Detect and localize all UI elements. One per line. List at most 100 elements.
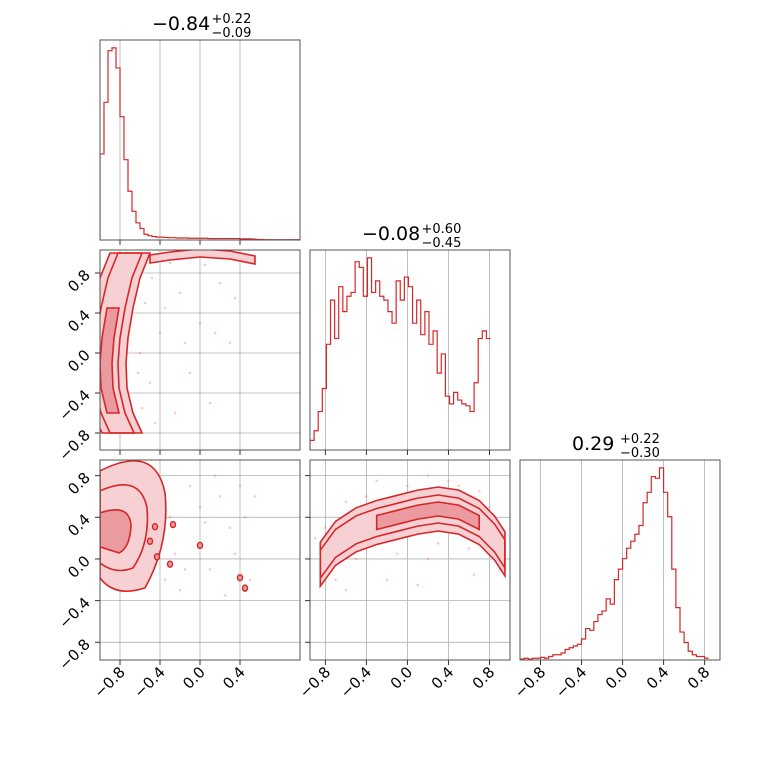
hist-bin: [425, 312, 429, 450]
hist-bin: [392, 323, 396, 450]
hist-bin: [590, 630, 594, 660]
scatter-point: [153, 421, 157, 425]
contour-island: [151, 522, 159, 531]
hist-bin: [372, 292, 376, 450]
hist-bin: [404, 277, 408, 450]
scatter-point: [218, 281, 222, 285]
scatter-point: [344, 500, 348, 503]
hist-bin: [310, 440, 314, 450]
hist-bin: [384, 300, 388, 450]
hist-bin: [363, 296, 367, 450]
x-tick-label: −0.4: [337, 663, 375, 701]
hist-1-step: [100, 47, 300, 240]
hist-bin: [565, 650, 569, 660]
scatter-point: [406, 484, 409, 488]
hist-bin: [643, 503, 647, 660]
y-tick-label: −0.8: [55, 426, 93, 464]
hist-bin: [326, 344, 330, 450]
contour-inner: [375, 501, 480, 531]
scatter-point: [198, 321, 202, 325]
contour-outer: [319, 486, 506, 589]
y-tick-label: −0.4: [55, 594, 93, 632]
hist-bin: [331, 300, 335, 450]
hist-bin: [413, 323, 417, 450]
hist-bin: [482, 331, 486, 450]
scatter-point: [228, 341, 232, 345]
scatter-point: [248, 578, 252, 582]
scatter-point: [334, 578, 337, 582]
hist-bin: [664, 492, 668, 660]
hist-bin: [676, 608, 680, 660]
scatter-point: [203, 263, 207, 267]
hist-bin: [582, 639, 586, 660]
scatter-point: [138, 351, 142, 355]
scatter-point: [253, 495, 257, 498]
hist-3-frame: [519, 459, 721, 661]
scatter-point: [238, 271, 242, 275]
contour-island: [241, 584, 249, 592]
scatter-point: [436, 542, 440, 545]
scatter-point: [136, 371, 140, 375]
y-tick-label: 0.0: [64, 552, 94, 582]
x-tick-label: 0.0: [602, 663, 632, 693]
hist-bin: [602, 611, 606, 660]
scatter-point: [385, 578, 389, 582]
x-tick-label: −0.8: [511, 663, 549, 701]
hist-bin: [486, 339, 490, 450]
hist-bin: [462, 404, 466, 450]
scatter-point: [426, 474, 430, 477]
scatter-point: [243, 515, 247, 519]
hist-bin: [672, 569, 676, 660]
hist-bin: [614, 580, 618, 660]
y-tick-label: 0.0: [64, 346, 94, 376]
scatter-point: [344, 588, 348, 592]
y-tick-label: 0.4: [64, 306, 94, 336]
hist-bin: [359, 267, 363, 450]
hist-bin: [429, 344, 433, 450]
hist-bin: [314, 431, 318, 450]
hist-bin: [655, 478, 659, 660]
contour-island: [169, 520, 177, 529]
scatter-point: [168, 261, 172, 265]
hist-bin: [577, 644, 581, 660]
scatter-point: [477, 489, 481, 493]
hist-bin: [339, 287, 343, 450]
scatter-point: [354, 557, 358, 561]
scatter-point: [313, 536, 317, 540]
hist-bin: [684, 643, 688, 660]
hist-bin: [561, 653, 565, 660]
hist-bin: [594, 622, 598, 660]
hist-bin: [647, 492, 651, 660]
hist-2-frame: [309, 249, 511, 451]
scatter-point: [183, 568, 187, 571]
hist-bin: [437, 373, 441, 450]
hist-2-step: [310, 257, 491, 450]
hist-2-title: −0.08 +0.60−0.45: [362, 222, 461, 251]
hist-bin: [433, 331, 437, 450]
hist-bin: [651, 477, 655, 660]
hist-bin: [380, 296, 384, 450]
scatter-point: [163, 578, 167, 582]
x-tick-label: 0.0: [387, 663, 417, 693]
scatter-point: [395, 552, 399, 556]
hist-bin: [458, 400, 462, 450]
scatter-point: [228, 526, 232, 530]
hist-bin: [445, 396, 449, 450]
hist-bin: [343, 312, 347, 450]
scatter-point: [233, 296, 237, 300]
hist-bin: [474, 383, 478, 450]
hist-bin: [623, 559, 627, 660]
hist-bin: [618, 569, 622, 660]
hist-bin: [668, 517, 672, 660]
hist-bin: [627, 548, 631, 660]
hist-bin: [606, 599, 610, 660]
scatter-point: [426, 557, 430, 561]
hist-bin: [351, 292, 355, 450]
hist-bin: [376, 281, 380, 450]
hist-bin: [322, 389, 326, 450]
hist-bin: [396, 281, 400, 450]
hist-bin: [692, 655, 696, 660]
scatter-point: [208, 568, 212, 571]
hist-bin: [441, 354, 445, 450]
scatter-point: [183, 341, 187, 345]
